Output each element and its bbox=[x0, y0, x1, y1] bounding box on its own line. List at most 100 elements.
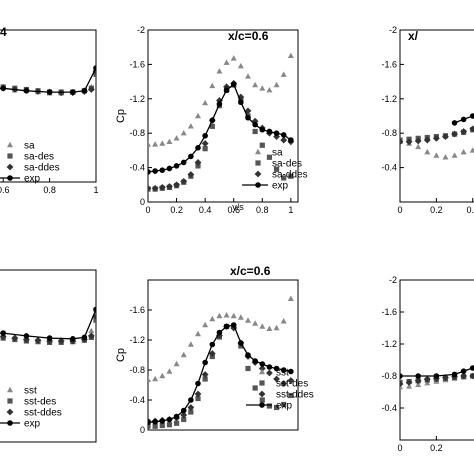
data-point bbox=[280, 367, 287, 373]
data-point bbox=[255, 148, 261, 155]
data-point bbox=[93, 306, 96, 313]
plot-frame bbox=[147, 29, 299, 203]
data-point bbox=[87, 86, 95, 93]
data-point bbox=[460, 116, 467, 123]
data-point bbox=[415, 373, 421, 379]
x-tick-label: 0.4 bbox=[466, 205, 474, 215]
data-point bbox=[469, 113, 474, 119]
data-point bbox=[148, 169, 151, 175]
y-tick-label: -1.6 bbox=[129, 59, 145, 69]
data-point bbox=[252, 128, 258, 135]
data-point bbox=[92, 313, 96, 320]
data-point bbox=[252, 121, 258, 128]
data-point bbox=[187, 171, 195, 178]
data-point bbox=[288, 368, 294, 375]
data-point bbox=[148, 184, 152, 192]
legend-label: sst-ddes bbox=[24, 408, 62, 419]
data-point bbox=[252, 385, 258, 391]
x-tick-label: 0 bbox=[397, 205, 402, 215]
data-point bbox=[202, 132, 208, 139]
legend-label: sst-des bbox=[24, 397, 56, 408]
data-point bbox=[6, 408, 14, 416]
series-layer bbox=[148, 295, 295, 429]
series-exp bbox=[148, 81, 294, 175]
data-point bbox=[469, 365, 474, 371]
data-point bbox=[469, 372, 474, 380]
data-point bbox=[70, 336, 76, 342]
data-point bbox=[259, 397, 265, 403]
chart-panel-1: 0 0.2 0.4 0.6 0.8 1 -2 -1.6 -1.2 -0.8 -0.4 0 Cp y/s x/… bbox=[115, 25, 308, 215]
series-layer bbox=[400, 365, 474, 390]
plot-frame bbox=[399, 279, 474, 441]
series-exp bbox=[0, 65, 96, 95]
data-point bbox=[148, 376, 151, 382]
data-point bbox=[173, 163, 180, 169]
series-sa-ddes bbox=[400, 125, 474, 146]
data-point bbox=[223, 59, 230, 65]
data-point bbox=[188, 153, 194, 160]
data-point bbox=[451, 371, 458, 378]
legend-label: sst bbox=[276, 368, 289, 379]
data-point bbox=[159, 372, 166, 379]
data-point bbox=[288, 137, 294, 143]
data-point bbox=[195, 395, 201, 402]
data-point bbox=[180, 130, 187, 136]
data-point bbox=[180, 407, 187, 414]
legend-label: exp bbox=[276, 401, 293, 412]
legend-label: sst bbox=[24, 386, 37, 397]
y-tick-label: -0.8 bbox=[129, 128, 145, 138]
plot-frame bbox=[147, 279, 299, 431]
data-point bbox=[209, 82, 216, 89]
chart-panel-5: 0 0.2 -2 -1.6 -1.2 -0.8 -0.4 bbox=[381, 275, 474, 453]
data-point bbox=[237, 93, 245, 101]
series-exp bbox=[451, 113, 474, 126]
data-point bbox=[194, 159, 202, 166]
data-point bbox=[280, 71, 287, 77]
data-point bbox=[180, 159, 187, 166]
data-point bbox=[424, 148, 431, 155]
data-point bbox=[442, 133, 449, 141]
data-point bbox=[166, 138, 173, 144]
y-tick-label: -0.4 bbox=[129, 163, 145, 173]
y-tick-label: -1.6 bbox=[381, 59, 397, 69]
legend-label: exp bbox=[24, 419, 41, 430]
data-point bbox=[151, 184, 159, 192]
data-point bbox=[433, 152, 440, 158]
data-point bbox=[237, 62, 244, 69]
data-point bbox=[209, 117, 216, 124]
data-point bbox=[148, 423, 151, 429]
data-point bbox=[46, 335, 53, 341]
data-point bbox=[280, 136, 288, 144]
data-point bbox=[181, 416, 187, 423]
data-point bbox=[266, 364, 273, 370]
data-point bbox=[405, 138, 413, 146]
data-point bbox=[158, 183, 166, 191]
data-point bbox=[414, 377, 422, 385]
plot-frame bbox=[399, 29, 474, 203]
legend-label: exp bbox=[24, 174, 41, 185]
data-point bbox=[159, 422, 165, 429]
x-tick-label: 0 bbox=[397, 443, 402, 453]
data-point bbox=[187, 404, 195, 411]
data-point bbox=[148, 141, 151, 147]
data-point bbox=[202, 359, 208, 366]
data-point bbox=[202, 321, 209, 328]
data-point bbox=[230, 322, 237, 328]
x-tick-label: 0.8 bbox=[43, 185, 56, 195]
data-point bbox=[287, 52, 294, 58]
data-point bbox=[187, 341, 194, 347]
data-point bbox=[424, 380, 431, 386]
series-exp bbox=[148, 322, 294, 426]
y-tick-label: -1.2 bbox=[129, 335, 145, 345]
data-point bbox=[23, 333, 30, 339]
data-point bbox=[451, 152, 458, 158]
data-point bbox=[159, 140, 166, 146]
y-tick-label: -2 bbox=[389, 275, 397, 285]
legend-label: sst-des bbox=[276, 379, 308, 390]
data-point bbox=[245, 365, 251, 372]
data-point bbox=[223, 83, 230, 91]
data-point bbox=[152, 141, 159, 147]
data-point bbox=[23, 336, 30, 343]
